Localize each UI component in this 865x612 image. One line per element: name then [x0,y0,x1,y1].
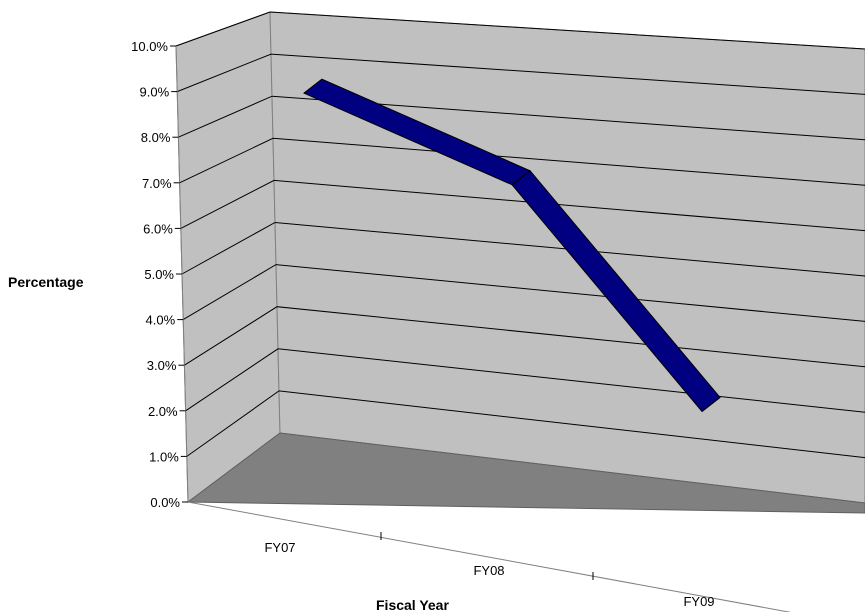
y-tick-label: 3.0% [147,358,177,373]
gridline [178,95,865,141]
gridline [175,11,865,50]
gridline [182,264,865,322]
gridline [181,221,865,277]
y-tick-label: 8.0% [141,130,171,145]
y-tick-label: 10.0% [131,39,168,54]
y-tick-label: 1.0% [149,449,179,464]
data-point [701,397,721,412]
y-tick-label: 2.0% [148,404,178,419]
y-axis-title: Percentage [8,274,84,290]
gridline [185,348,865,413]
series-line [303,78,721,413]
x-axis-line [187,501,792,612]
gridline [177,53,865,95]
y-tick-label: 9.0% [140,85,170,100]
y-tick-label: 4.0% [146,313,176,328]
y-tick-label: 5.0% [144,267,174,282]
x-tick-label: FY08 [473,563,504,578]
x-tick-label: FY07 [264,540,295,555]
gridline [186,390,865,459]
data-point [511,170,531,186]
y-tick-label: 6.0% [143,221,173,236]
back-wall [269,11,865,504]
data-point [303,78,323,94]
x-axis-title: Fiscal Year [376,597,449,612]
y-tick-label: 0.0% [150,495,180,510]
x-axis-ticks: FY07 FY08 FY09 [264,532,715,609]
gridline [180,179,865,232]
gridline [179,137,865,186]
y-tick-label: 7.0% [142,176,172,191]
floor [186,432,865,514]
x-tick-label: FY09 [683,594,714,609]
y-axis-ticks: 0.0% 1.0% 2.0% 3.0% 4.0% 5.0% 6.0% 7.0% 8.0% 9.0%… [131,39,188,510]
